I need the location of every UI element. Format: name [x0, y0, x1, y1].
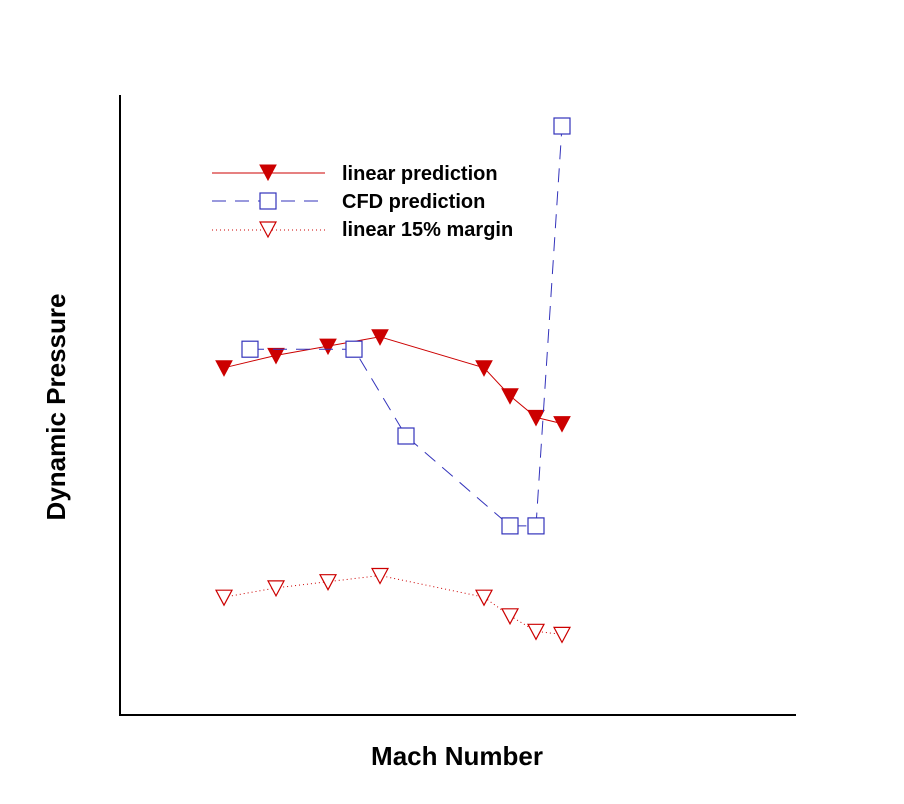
legend-marker-open-square-icon	[259, 192, 277, 210]
data-point-linear-15-margin-7	[553, 626, 571, 644]
legend-marker-filled-triangle-icon	[259, 164, 277, 182]
series-linear-15-margin	[215, 567, 571, 644]
data-point-linear-prediction-4	[475, 360, 493, 377]
legend-label-cfd-prediction: CFD prediction	[342, 191, 485, 213]
data-point-cfd-prediction-3	[501, 517, 519, 535]
data-point-linear-15-margin-1	[267, 580, 285, 598]
data-point-linear-prediction-7	[553, 416, 571, 433]
data-point-linear-prediction-6	[527, 409, 545, 427]
data-point-cfd-prediction-2	[397, 427, 415, 445]
data-point-linear-prediction-2	[319, 338, 337, 356]
data-point-linear-15-margin-0	[215, 589, 233, 607]
x-axis-label: Mach Number	[371, 741, 543, 771]
y-axis-label: Dynamic Pressure	[41, 294, 71, 521]
data-point-linear-15-margin-4	[475, 589, 493, 607]
legend: linear prediction CFD prediction linear …	[212, 163, 513, 241]
data-point-linear-15-margin-6	[527, 623, 545, 641]
legend-entry-linear-15-margin: linear 15% margin	[212, 219, 513, 241]
series-linear-prediction	[215, 329, 571, 433]
legend-entry-linear-prediction: linear prediction	[212, 163, 498, 185]
data-point-cfd-prediction-0	[241, 340, 259, 358]
series-line-cfd-prediction	[250, 125, 563, 527]
data-point-linear-prediction-3	[371, 329, 389, 346]
legend-marker-open-triangle-icon	[259, 221, 277, 239]
data-point-linear-15-margin-5	[501, 608, 519, 626]
data-point-cfd-prediction-5	[553, 117, 571, 135]
data-point-linear-15-margin-3	[371, 567, 389, 585]
series-layer	[215, 117, 571, 644]
data-point-linear-15-margin-2	[319, 574, 337, 591]
series-cfd-prediction	[241, 117, 571, 535]
axes	[119, 95, 796, 716]
legend-label-linear-15-margin: linear 15% margin	[342, 219, 513, 241]
data-point-linear-prediction-1	[267, 347, 285, 365]
data-point-cfd-prediction-1	[345, 340, 363, 358]
data-point-linear-prediction-0	[215, 360, 233, 377]
data-point-cfd-prediction-4	[527, 517, 545, 535]
data-point-linear-prediction-5	[501, 388, 519, 405]
legend-entry-cfd-prediction: CFD prediction	[212, 191, 485, 213]
legend-label-linear-prediction: linear prediction	[342, 163, 498, 185]
